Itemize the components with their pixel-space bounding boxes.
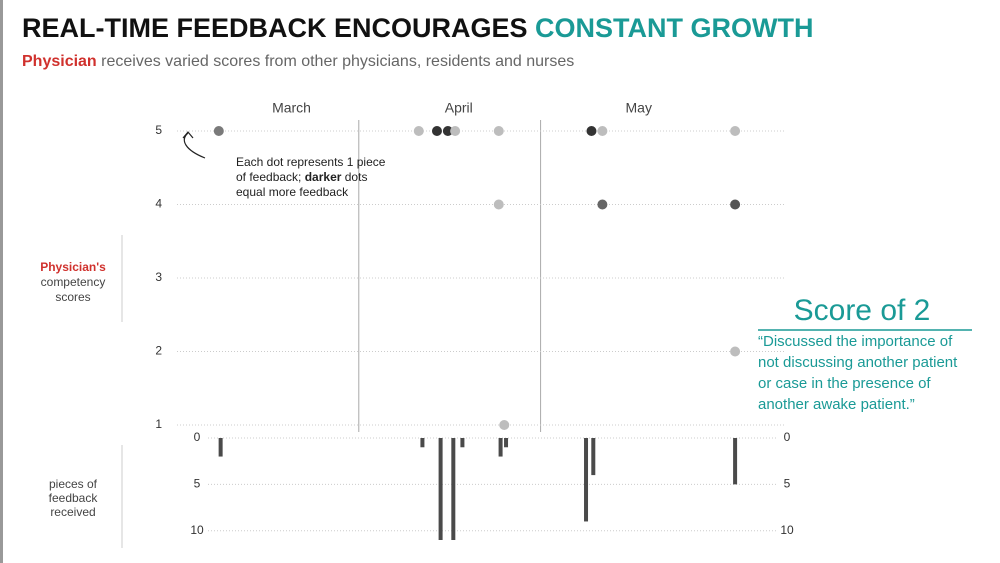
feedback-count-bar (498, 438, 503, 457)
y-tick-label: 5 (194, 477, 201, 491)
y-tick-label-right: 10 (780, 523, 794, 537)
feedback-dot (730, 126, 741, 136)
y-axis-title: pieces of (49, 477, 98, 491)
annotation-line: Each dot represents 1 piece (236, 155, 386, 169)
feedback-count-bar (733, 438, 738, 485)
y-tick-label: 3 (155, 270, 162, 284)
feedback-count-bar (420, 438, 425, 448)
title: REAL-TIME FEEDBACK ENCOURAGES CONSTANT G… (22, 13, 813, 43)
y-tick-label: 0 (194, 430, 201, 444)
feedback-dot (493, 199, 504, 210)
x-tick-label: April (445, 100, 473, 116)
annotation-text: equal more feedback (236, 185, 349, 199)
feedback-count-bar (451, 438, 456, 540)
annotation-text: Each dot represents 1 piece (236, 155, 386, 169)
annotation-arrow-head (182, 131, 194, 139)
annotation-line: of feedback; darker dots (236, 170, 367, 184)
annotation-line: equal more feedback (236, 185, 349, 199)
feedback-dot (450, 126, 461, 136)
feedback-dot (442, 126, 453, 136)
y-tick-label: 4 (155, 197, 162, 211)
slide-edge (0, 0, 3, 563)
y-axis-title: Physician's (40, 260, 106, 274)
callout-quote-line: “Discussed the importance of (758, 333, 953, 350)
feedback-dot (493, 126, 504, 136)
y-axis-title: received (50, 505, 95, 519)
feedback-count-bar (460, 438, 465, 448)
title-part: CONSTANT GROWTH (535, 13, 813, 43)
subtitle-part: receives varied scores from other physic… (97, 53, 575, 70)
y-axis-title: feedback (49, 491, 99, 505)
annotation-text: dots (341, 170, 367, 184)
y-axis-title: competency (41, 275, 106, 289)
annotation-text: darker (305, 170, 342, 184)
feedback-dot (730, 346, 741, 357)
callout-quote-line: another awake patient.” (758, 396, 915, 413)
subtitle: Physician receives varied scores from ot… (22, 53, 574, 70)
y-tick-label: 2 (155, 344, 162, 358)
y-tick-label: 10 (190, 523, 204, 537)
annotation-text: of feedback; (236, 170, 305, 184)
callout-heading: Score of 2 (794, 294, 931, 327)
annotation-arrow (183, 132, 206, 159)
feedback-dot (413, 126, 424, 136)
feedback-count-bar (438, 438, 443, 540)
feedback-dot (597, 126, 608, 136)
callout-quote-line: not discussing another patient (758, 354, 958, 371)
feedback-count-bar (504, 438, 509, 448)
feedback-count-bar (218, 438, 223, 457)
y-tick-label-right: 0 (784, 430, 791, 444)
feedback-dot (597, 199, 608, 210)
feedback-dot (730, 199, 741, 210)
x-tick-label: March (272, 100, 311, 116)
feedback-dot (431, 126, 442, 136)
title-part: REAL-TIME FEEDBACK ENCOURAGES (22, 13, 535, 43)
y-axis-title: scores (55, 290, 90, 304)
subtitle-part: Physician (22, 53, 97, 70)
y-tick-label-right: 5 (784, 477, 791, 491)
callout-quote-line: or case in the presence of (758, 375, 931, 392)
feedback-dot (213, 126, 224, 136)
feedback-dot (586, 126, 597, 136)
feedback-count-bar (584, 438, 589, 522)
x-tick-label: May (626, 100, 652, 116)
y-tick-label: 1 (155, 417, 162, 431)
feedback-dot (499, 420, 510, 430)
y-tick-label: 5 (155, 123, 162, 137)
feedback-count-bar (591, 438, 596, 476)
